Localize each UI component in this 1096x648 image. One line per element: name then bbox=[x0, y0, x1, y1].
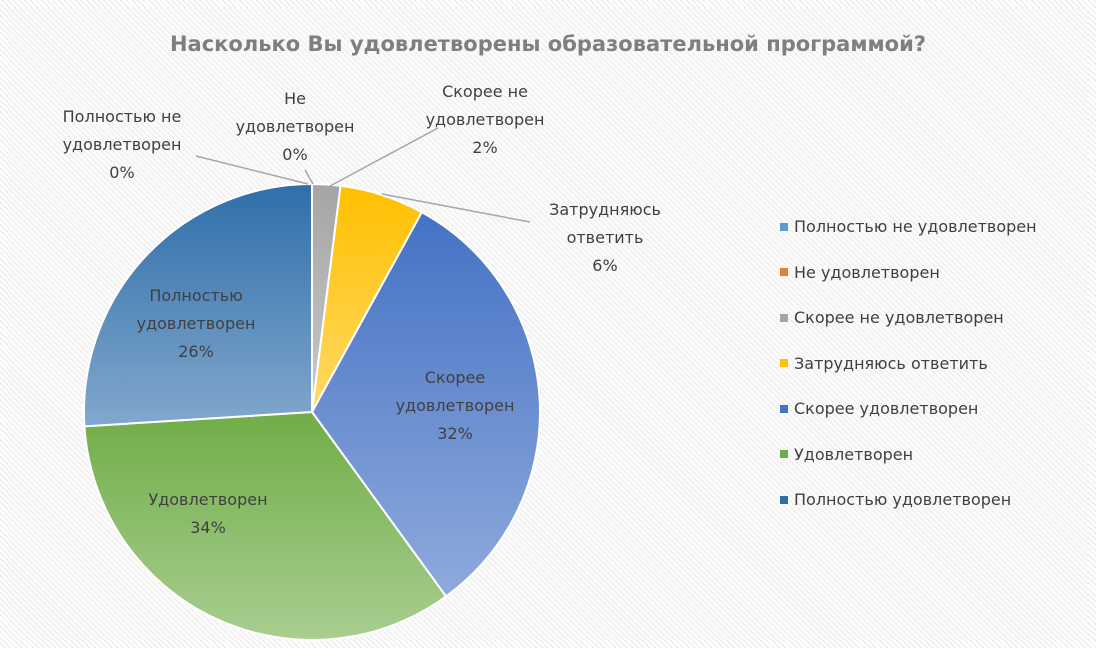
legend-label: Затрудняюсь ответить bbox=[794, 353, 988, 373]
legend-label: Скорее не удовлетворен bbox=[794, 308, 1004, 327]
legend-swatch bbox=[780, 222, 788, 231]
data-label-category: Скорее удовлетворен bbox=[395, 368, 515, 415]
leader-line bbox=[381, 193, 531, 223]
data-label-category: Затрудняюсь ответить bbox=[549, 200, 661, 247]
data-label: Полностью не удовлетворен 0% bbox=[52, 103, 192, 187]
legend-entry: Затрудняюсь ответить bbox=[780, 354, 988, 373]
legend-label: Полностью удовлетворен bbox=[794, 490, 1012, 509]
data-label-value: 26% bbox=[178, 342, 214, 361]
leader-line bbox=[304, 169, 314, 185]
data-label-category: Скорее не удовлетворен bbox=[425, 82, 545, 129]
data-label-value: 6% bbox=[592, 256, 618, 275]
legend-swatch bbox=[780, 450, 788, 458]
data-label-value: 2% bbox=[472, 138, 498, 157]
data-label: Удовлетворен 34% bbox=[128, 486, 288, 542]
data-label-value: 34% bbox=[190, 518, 226, 537]
data-label: Не удовлетворен 0% bbox=[235, 85, 355, 169]
legend-label: Скорее удовлетворен bbox=[794, 399, 979, 418]
data-label-category: Удовлетворен bbox=[148, 490, 268, 509]
data-label-category: Полностью не удовлетворен bbox=[62, 107, 182, 154]
data-label: Полностью удовлетворен 26% bbox=[131, 282, 261, 366]
pie-slice bbox=[83, 410, 448, 641]
leader-line bbox=[195, 155, 309, 185]
legend-swatch bbox=[780, 359, 788, 367]
chart-title: Насколько Вы удовлетворены образовательн… bbox=[169, 32, 926, 56]
legend-swatch bbox=[780, 313, 788, 322]
data-label: Скорее не удовлетворен 2% bbox=[420, 78, 550, 162]
legend-entry: Полностью удовлетворен bbox=[780, 490, 1011, 509]
legend-label: Удовлетворен bbox=[794, 444, 914, 464]
pie-slice bbox=[310, 210, 541, 598]
data-label-value: 32% bbox=[437, 424, 473, 443]
legend-label: Полностью не удовлетворен bbox=[794, 217, 1037, 236]
data-label-value: 0% bbox=[282, 145, 308, 164]
data-label: Скорее удовлетворен 32% bbox=[390, 364, 520, 448]
legend-label: Не удовлетворен bbox=[794, 262, 940, 282]
legend-swatch bbox=[780, 404, 788, 413]
legend-swatch bbox=[780, 268, 788, 276]
data-label-category: Полностью удовлетворен bbox=[136, 286, 256, 333]
legend-entry: Полностью не удовлетворен bbox=[780, 217, 1037, 236]
legend-entry: Не удовлетворен bbox=[780, 263, 940, 282]
data-label-category: Не удовлетворен bbox=[235, 89, 355, 136]
data-label: Затрудняюсь ответить 6% bbox=[545, 196, 665, 280]
pie-slice bbox=[83, 182, 313, 428]
data-label-value: 0% bbox=[109, 163, 135, 182]
leader-line bbox=[329, 127, 439, 187]
legend-entry: Скорее не удовлетворен bbox=[780, 308, 1004, 327]
legend-entry: Скорее удовлетворен bbox=[780, 399, 978, 418]
legend-swatch bbox=[780, 495, 788, 504]
legend-entry: Удовлетворен bbox=[780, 445, 913, 464]
